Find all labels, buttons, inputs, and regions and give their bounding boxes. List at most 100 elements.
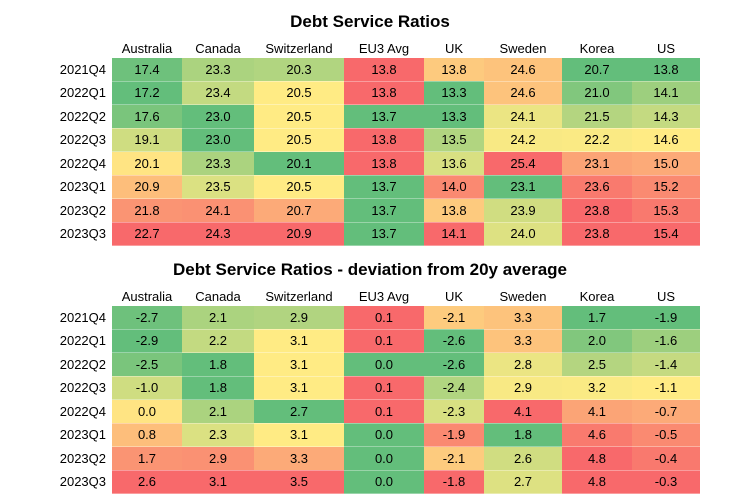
heatmap-cell: 20.5 bbox=[254, 81, 344, 105]
heatmap-cell: 15.2 bbox=[632, 175, 700, 199]
heatmap-cell: 23.8 bbox=[562, 198, 632, 223]
heatmap-cell: 20.5 bbox=[254, 104, 344, 129]
heatmap-cell: 23.3 bbox=[182, 58, 254, 82]
heatmap-cell: 4.1 bbox=[484, 399, 562, 424]
heatmap-cell: 0.0 bbox=[344, 423, 424, 447]
heatmap-cell: 13.8 bbox=[424, 198, 484, 223]
heatmap-cell: 2.7 bbox=[254, 399, 344, 424]
heatmap-cell: -2.1 bbox=[424, 446, 484, 471]
row-label: 2022Q3 bbox=[40, 376, 112, 400]
column-header: UK bbox=[444, 40, 464, 56]
column-header: EU3 Avg bbox=[358, 288, 410, 304]
heatmap-cell: 23.5 bbox=[182, 175, 254, 199]
row-label: 2021Q4 bbox=[40, 58, 112, 81]
row-label: 2023Q2 bbox=[40, 446, 112, 470]
heatmap-cell: 3.1 bbox=[182, 470, 254, 494]
row-label: 2022Q4 bbox=[40, 399, 112, 423]
heatmap-cell: -1.6 bbox=[632, 329, 700, 353]
heatmap-cell: 17.6 bbox=[112, 104, 182, 129]
heatmap-cell: -0.7 bbox=[632, 399, 700, 424]
heatmap-cell: 4.8 bbox=[562, 470, 632, 494]
heatmap-cell: 0.0 bbox=[344, 446, 424, 471]
table-row: 2022Q4 20.1 23.3 20.1 13.8 13.6 25.4 23.1 15.0 bbox=[40, 151, 700, 176]
heatmap-cell: 20.1 bbox=[254, 151, 344, 176]
heatmap-cell: 17.2 bbox=[112, 81, 182, 105]
heatmap-cell: 0.1 bbox=[344, 399, 424, 424]
heatmap-cell: 14.1 bbox=[632, 81, 700, 105]
heatmap-cell: 15.4 bbox=[632, 222, 700, 246]
heatmap-cell: -2.5 bbox=[112, 352, 182, 377]
heatmap-cell: 20.1 bbox=[112, 151, 182, 176]
heatmap-cell: 2.7 bbox=[484, 470, 562, 494]
table2-title: Debt Service Ratios - deviation from 20y… bbox=[173, 260, 567, 279]
heatmap-cell: 4.1 bbox=[562, 399, 632, 424]
heatmap-cell: 23.9 bbox=[484, 198, 562, 223]
column-header: Australia bbox=[121, 288, 173, 304]
heatmap-cell: 13.6 bbox=[424, 151, 484, 176]
heatmap-cell: 24.0 bbox=[484, 222, 562, 246]
heatmap-cell: 24.1 bbox=[182, 198, 254, 223]
heatmap-cell: 13.8 bbox=[424, 58, 484, 82]
table-row: 2022Q2 -2.5 1.8 3.1 0.0 -2.6 2.8 2.5 -1.4 bbox=[40, 352, 700, 377]
column-header: US bbox=[656, 288, 676, 304]
heatmap-cell: 0.0 bbox=[344, 352, 424, 377]
heatmap-cell: 24.6 bbox=[484, 58, 562, 82]
heatmap-cell: 14.1 bbox=[424, 222, 484, 246]
heatmap-cell: 13.8 bbox=[344, 58, 424, 82]
heatmap-cell: -2.6 bbox=[424, 352, 484, 377]
heatmap-cell: -1.4 bbox=[632, 352, 700, 377]
heatmap-cell: 0.1 bbox=[344, 306, 424, 330]
column-header: Korea bbox=[579, 40, 615, 56]
row-label: 2022Q1 bbox=[40, 329, 112, 353]
heatmap-cell: 22.7 bbox=[112, 222, 182, 246]
row-label: 2023Q3 bbox=[40, 470, 112, 494]
heatmap-cell: 20.7 bbox=[562, 58, 632, 82]
heatmap-cell: 1.8 bbox=[182, 352, 254, 377]
heatmap-cell: 24.3 bbox=[182, 222, 254, 246]
heatmap-cell: 3.5 bbox=[254, 470, 344, 494]
debt-service-ratios-table: Australia Canada Switzerland EU3 Avg UK Swede… bbox=[40, 38, 700, 246]
heatmap-cell: 23.6 bbox=[562, 175, 632, 199]
table-row: 2023Q1 20.9 23.5 20.5 13.7 14.0 23.1 23.6 15.2 bbox=[40, 175, 700, 199]
column-header: Switzerland bbox=[265, 40, 333, 56]
heatmap-cell: 17.4 bbox=[112, 58, 182, 82]
heatmap-cell: -2.9 bbox=[112, 329, 182, 353]
row-label: 2022Q3 bbox=[40, 128, 112, 152]
heatmap-cell: 2.9 bbox=[484, 376, 562, 400]
heatmap-cell: 23.0 bbox=[182, 128, 254, 152]
heatmap-cell: -2.4 bbox=[424, 376, 484, 400]
heatmap-cell: 13.5 bbox=[424, 128, 484, 152]
table-row: 2023Q2 1.7 2.9 3.3 0.0 -2.1 2.6 4.8 -0.4 bbox=[40, 446, 700, 471]
heatmap-cell: 3.3 bbox=[254, 446, 344, 471]
heatmap-cell: 15.0 bbox=[632, 151, 700, 176]
heatmap-cell: 21.5 bbox=[562, 104, 632, 129]
table-row: 2022Q3 -1.0 1.8 3.1 0.1 -2.4 2.9 3.2 -1.1 bbox=[40, 376, 700, 400]
heatmap-cell: 13.8 bbox=[632, 58, 700, 82]
heatmap-cell: 21.0 bbox=[562, 81, 632, 105]
heatmap-cell: 20.5 bbox=[254, 175, 344, 199]
heatmap-cell: 4.8 bbox=[562, 446, 632, 471]
heatmap-cell: 20.9 bbox=[112, 175, 182, 199]
heatmap-cell: 2.9 bbox=[182, 446, 254, 471]
heatmap-cell: 14.3 bbox=[632, 104, 700, 129]
heatmap-cell: 13.7 bbox=[344, 222, 424, 246]
corner-cell bbox=[40, 286, 112, 306]
row-label: 2022Q2 bbox=[40, 104, 112, 128]
heatmap-cell: 2.2 bbox=[182, 329, 254, 353]
heatmap-cell: 13.7 bbox=[344, 175, 424, 199]
heatmap-cell: 23.1 bbox=[562, 151, 632, 176]
heatmap-cell: -1.9 bbox=[632, 306, 700, 330]
heatmap-cell: 19.1 bbox=[112, 128, 182, 152]
column-header: Australia bbox=[121, 40, 173, 56]
table-row: 2022Q4 0.0 2.1 2.7 0.1 -2.3 4.1 4.1 -0.7 bbox=[40, 399, 700, 424]
column-header: Sweden bbox=[499, 288, 547, 304]
heatmap-cell: 2.0 bbox=[562, 329, 632, 353]
heatmap-cell: -2.7 bbox=[112, 306, 182, 330]
heatmap-cell: 3.3 bbox=[484, 306, 562, 330]
heatmap-cell: 20.3 bbox=[254, 58, 344, 82]
heatmap-cell: -1.0 bbox=[112, 376, 182, 400]
row-label: 2021Q4 bbox=[40, 306, 112, 329]
column-header: US bbox=[656, 40, 676, 56]
heatmap-cell: -0.3 bbox=[632, 470, 700, 494]
corner-cell bbox=[40, 38, 112, 58]
